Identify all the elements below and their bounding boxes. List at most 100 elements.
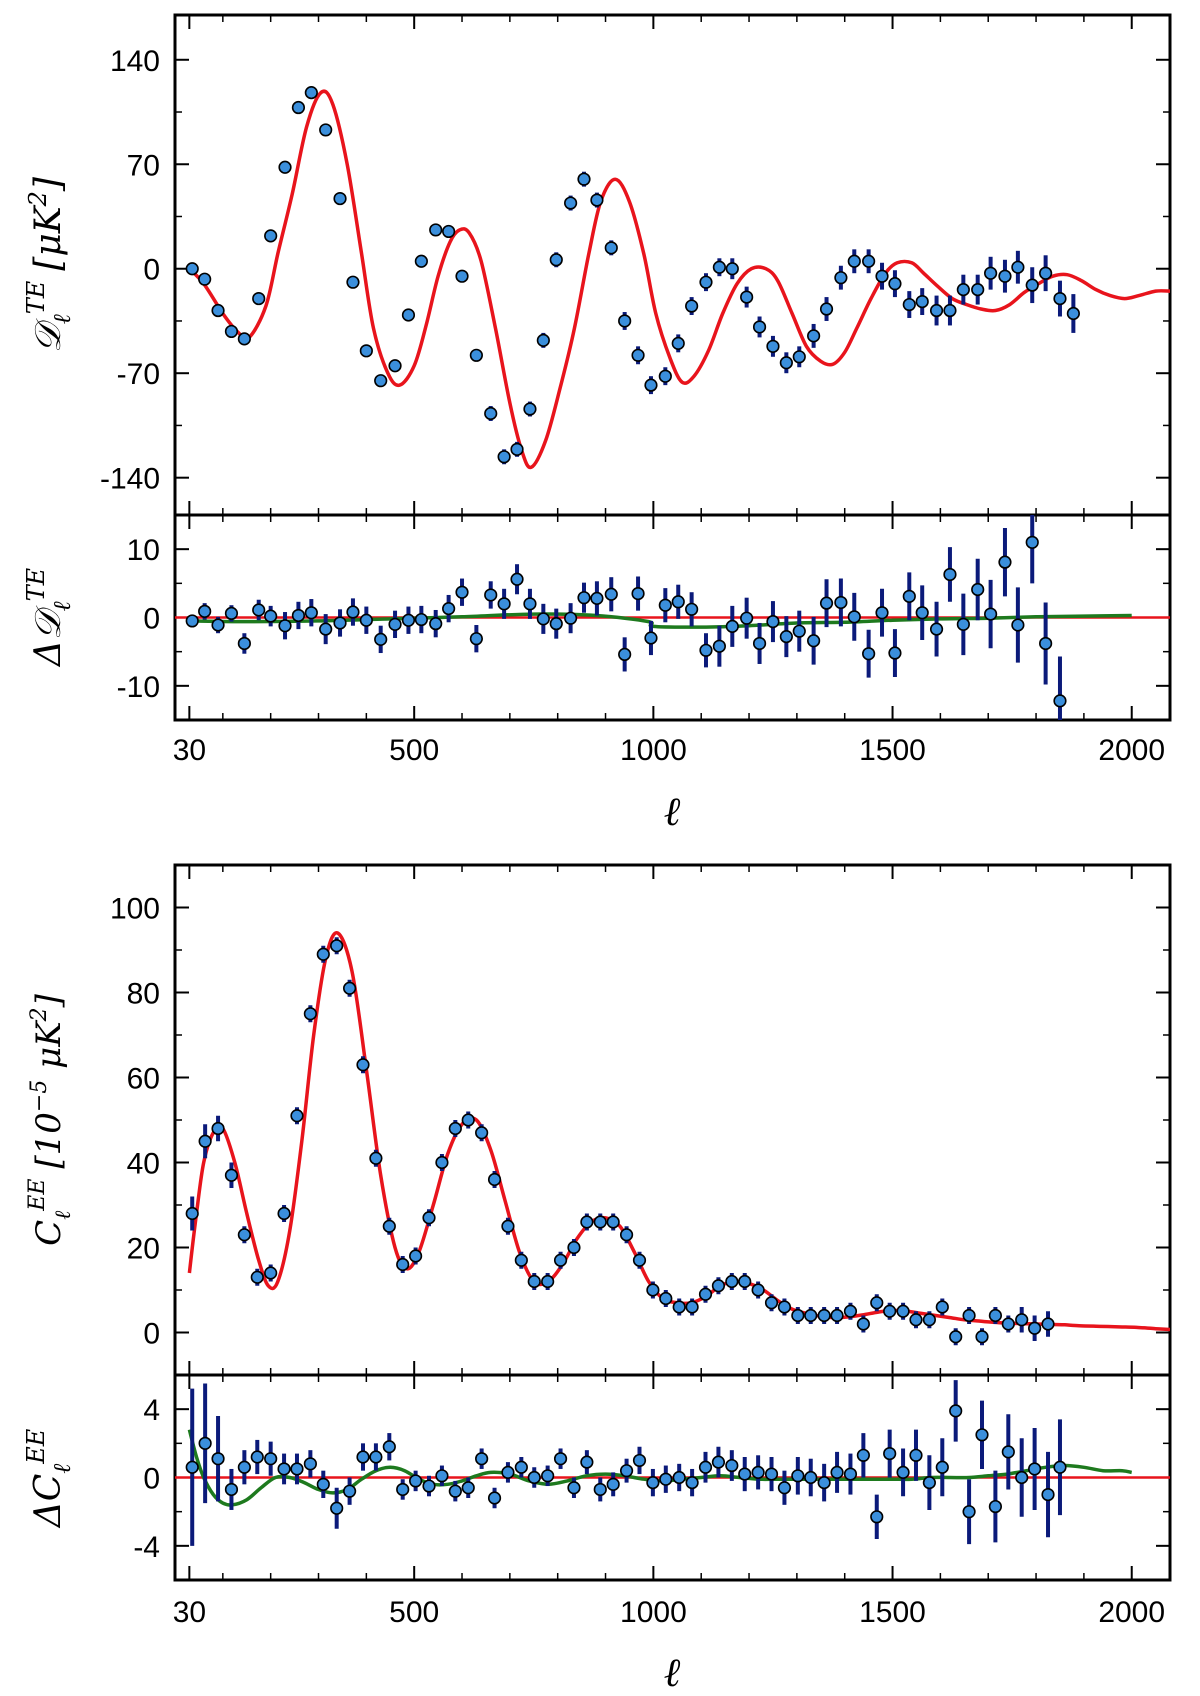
te-residual-data-point xyxy=(291,608,306,623)
ee-figure: 100 80 60 40 20 0 CℓEE[10−5 μK2] 4 0 -4 xyxy=(22,863,1172,1696)
te-data-point xyxy=(725,262,739,276)
ee-data-point xyxy=(698,1287,713,1301)
te-y-tick-label: 70 xyxy=(127,149,160,182)
te-data-point xyxy=(374,374,388,388)
ee-residual-data-point xyxy=(369,1450,383,1464)
te-data-point xyxy=(631,348,645,362)
ee-residual-data-point xyxy=(409,1474,423,1488)
te-data-point xyxy=(604,241,618,255)
te-y-tick-label: 0 xyxy=(143,254,160,287)
te-residual-data-point xyxy=(984,607,998,621)
te-residual-ylabel-sub: ℓ xyxy=(48,601,76,611)
te-data-point xyxy=(469,348,483,362)
te-residual-data-point xyxy=(564,611,578,625)
ee-ylabel-units: [10 xyxy=(29,1112,69,1169)
ee-residual-data-point xyxy=(791,1469,805,1483)
te-residual-y-tick-label: -10 xyxy=(117,671,160,704)
te-residual-data-point xyxy=(497,597,511,611)
te-residual-data-point xyxy=(779,630,793,644)
te-data-point xyxy=(252,291,266,306)
te-data-point xyxy=(429,223,443,237)
ee-data-point xyxy=(224,1168,239,1182)
ee-residual-data-point xyxy=(738,1467,752,1481)
ee-data-point xyxy=(725,1274,739,1289)
ee-y-tick-label: 20 xyxy=(127,1233,160,1266)
ee-y-tick-label: 40 xyxy=(127,1148,160,1181)
ee-data-point xyxy=(843,1304,858,1318)
ee-residual-data-point xyxy=(553,1452,568,1466)
ee-data-point xyxy=(962,1308,976,1323)
te-data-point xyxy=(712,260,726,274)
te-x-tick-label: 30 xyxy=(173,734,206,767)
ee-data-point xyxy=(211,1121,225,1136)
te-residual-y-axis-label: Δ𝒟ℓTE xyxy=(22,567,76,668)
ee-residual-data-point xyxy=(632,1453,647,1468)
te-residual-ylabel-sup: TE xyxy=(22,567,50,601)
te-y-tick-label: 140 xyxy=(110,45,160,78)
te-data-point xyxy=(577,172,591,186)
te-data-point xyxy=(346,275,360,289)
ee-residual-y-tick-label: 4 xyxy=(143,1394,160,1427)
te-residual-ylabel-symbol: Δ𝒟 xyxy=(28,605,69,668)
te-panel-ticks xyxy=(175,15,1170,515)
ee-residual-data-point xyxy=(949,1404,963,1418)
ee-data-point xyxy=(791,1308,805,1323)
ee-residual-data-point xyxy=(698,1460,713,1474)
te-residual-data-point xyxy=(333,616,347,630)
te-data-point xyxy=(442,224,456,239)
ee-data-point xyxy=(593,1215,607,1229)
te-data-point xyxy=(671,336,685,350)
ee-x-tick-label: 1000 xyxy=(620,1596,687,1629)
ee-residual-data-point xyxy=(1041,1487,1055,1502)
te-residual-data-point xyxy=(1011,618,1025,632)
ee-data-point xyxy=(988,1308,1002,1323)
te-residual-data-point xyxy=(359,613,373,627)
ee-residual-data-point xyxy=(711,1455,726,1469)
te-residual-data-point xyxy=(484,588,498,602)
ee-residual-y-tick-label: 0 xyxy=(143,1463,160,1496)
ee-y-tick-label: 100 xyxy=(110,893,160,926)
ee-data-point xyxy=(949,1330,963,1344)
ee-data-point xyxy=(396,1257,410,1272)
te-data-point xyxy=(1053,291,1067,306)
te-residual-data-point xyxy=(888,646,902,660)
ee-data-point xyxy=(580,1215,594,1229)
te-data-point xyxy=(929,303,944,318)
ee-data-point xyxy=(264,1266,278,1280)
te-ylabel-units-sup: 2 xyxy=(24,191,52,207)
ee-residual-clipped-marks xyxy=(175,1380,1170,1546)
ee-data-point xyxy=(527,1274,541,1289)
te-data-point xyxy=(1039,266,1053,280)
te-residual-data-point xyxy=(766,614,780,629)
ee-data-point xyxy=(883,1304,897,1318)
ee-residual-data-point xyxy=(830,1465,844,1479)
te-data-point xyxy=(536,333,550,347)
ee-residual-data-point xyxy=(777,1481,792,1495)
ee-residual-y-axis-label: ΔCℓEE xyxy=(22,1428,76,1529)
ee-ylabel-units-end: ] xyxy=(29,993,69,1008)
te-residual-data-point xyxy=(185,614,199,628)
ee-data-point xyxy=(764,1296,779,1310)
te-residual-data-point xyxy=(740,611,754,625)
ee-residual-data-point xyxy=(843,1467,858,1481)
te-data-point xyxy=(185,262,199,276)
te-x-tick-label: 2000 xyxy=(1098,734,1165,767)
te-residual-data-point xyxy=(198,604,212,618)
ee-data-point xyxy=(1001,1317,1015,1331)
ee-residual-ylabel-symbol: ΔC xyxy=(28,1474,69,1530)
ee-residual-data-point xyxy=(817,1476,831,1490)
te-residual-data-point xyxy=(401,613,416,627)
te-residual-data-point xyxy=(847,610,861,624)
ee-data-point xyxy=(685,1300,699,1314)
ee-residual-data-point xyxy=(356,1450,370,1464)
te-data-point xyxy=(497,450,511,464)
te-data-point xyxy=(644,378,658,392)
ee-residual-data-point xyxy=(804,1470,818,1485)
te-residual-data-point xyxy=(388,617,402,631)
te-residual-panel: 10 0 -10 Δ𝒟ℓTE xyxy=(22,513,1172,722)
te-residual-data-point xyxy=(414,612,428,627)
ee-data-point xyxy=(541,1274,555,1289)
ee-residual-data-point xyxy=(448,1484,462,1498)
ee-residual-data-point xyxy=(896,1465,910,1479)
ee-y-tick-labels: 100 80 60 40 20 0 xyxy=(110,893,160,1351)
